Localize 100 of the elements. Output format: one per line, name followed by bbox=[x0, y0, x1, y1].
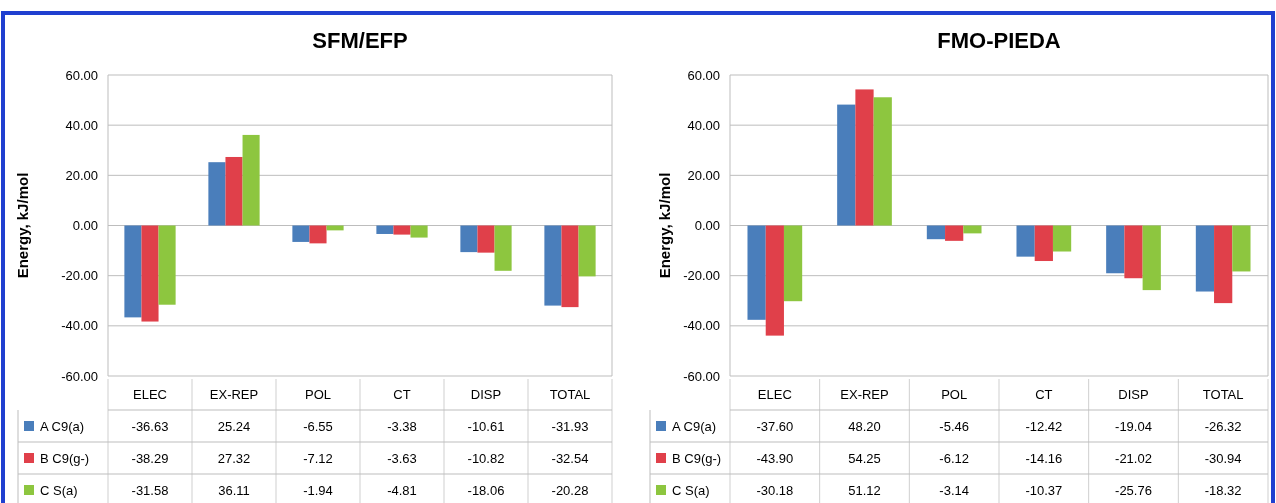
data-label: -20.28 bbox=[551, 482, 589, 498]
x-tick-label: ELEC bbox=[757, 386, 792, 402]
data-label: -3.38 bbox=[387, 418, 417, 434]
bar bbox=[292, 225, 310, 242]
bar bbox=[158, 225, 176, 305]
data-label: 48.20 bbox=[848, 418, 881, 434]
data-label: -3.14 bbox=[939, 482, 969, 498]
legend-label: A C9(a) bbox=[40, 418, 85, 434]
data-label: -18.06 bbox=[467, 482, 505, 498]
bar bbox=[1195, 225, 1215, 292]
data-label: -7.12 bbox=[303, 450, 333, 466]
y-tick-label: -20.00 bbox=[61, 268, 98, 284]
data-label: -31.58 bbox=[131, 482, 169, 498]
bar bbox=[544, 225, 562, 306]
legend-label: C S(a) bbox=[672, 482, 710, 498]
data-label: -4.81 bbox=[387, 482, 417, 498]
bar bbox=[855, 89, 874, 226]
x-tick-label: DISP bbox=[1118, 386, 1149, 402]
data-label: -37.60 bbox=[756, 418, 794, 434]
legend-label: B C9(g-) bbox=[40, 450, 90, 466]
bar bbox=[376, 225, 394, 234]
data-label: -5.46 bbox=[939, 418, 969, 434]
y-tick-label: 40.00 bbox=[65, 117, 98, 133]
data-label: -6.55 bbox=[303, 418, 333, 434]
y-tick-label: 60.00 bbox=[687, 67, 720, 83]
legend-label: A C9(a) bbox=[672, 418, 717, 434]
bar bbox=[945, 225, 964, 241]
y-tick-label: -40.00 bbox=[683, 318, 720, 334]
chart-title: FMO-PIEDA bbox=[937, 28, 1061, 53]
data-label: -10.37 bbox=[1025, 482, 1063, 498]
data-label: -31.93 bbox=[551, 418, 589, 434]
y-tick-label: -60.00 bbox=[61, 368, 98, 384]
data-label: 54.25 bbox=[848, 450, 881, 466]
data-label: 36.11 bbox=[218, 482, 250, 498]
bar bbox=[1214, 225, 1233, 304]
bar bbox=[1052, 225, 1072, 252]
x-tick-label: EX-REP bbox=[840, 386, 889, 402]
y-axis-title: Energy, kJ/mol bbox=[14, 172, 31, 279]
bar bbox=[1232, 225, 1251, 272]
y-tick-label: 0.00 bbox=[694, 218, 720, 234]
bar bbox=[242, 134, 260, 226]
y-tick-label: 40.00 bbox=[687, 117, 720, 133]
data-label: 51.12 bbox=[848, 482, 881, 498]
bar bbox=[747, 225, 766, 320]
data-label: -19.04 bbox=[1115, 418, 1152, 434]
bar bbox=[837, 104, 856, 226]
y-tick-label: -20.00 bbox=[683, 268, 720, 284]
bar bbox=[124, 225, 142, 318]
data-label: 27.32 bbox=[217, 450, 251, 466]
y-tick-label: 0.00 bbox=[72, 218, 98, 234]
bar bbox=[963, 225, 982, 234]
data-label: -26.32 bbox=[1204, 418, 1242, 434]
data-label: -3.63 bbox=[387, 450, 417, 466]
bar bbox=[477, 225, 495, 253]
x-tick-label: DISP bbox=[470, 386, 502, 402]
y-tick-label: 20.00 bbox=[687, 167, 720, 183]
bar bbox=[873, 97, 892, 226]
bar bbox=[1034, 225, 1053, 262]
data-label: -38.29 bbox=[131, 450, 169, 466]
chart-title: SFM/EFP bbox=[312, 28, 408, 53]
bar bbox=[309, 225, 327, 244]
data-label: 25.24 bbox=[217, 418, 251, 434]
y-tick-label: -40.00 bbox=[61, 318, 98, 334]
x-tick-label: POL bbox=[304, 386, 332, 402]
bar bbox=[926, 225, 946, 240]
data-label: -14.16 bbox=[1025, 450, 1063, 466]
bar bbox=[460, 225, 478, 253]
legend-label: C S(a) bbox=[40, 482, 78, 498]
bar bbox=[1124, 225, 1143, 279]
bar bbox=[1106, 225, 1125, 274]
bar bbox=[783, 225, 803, 302]
legend-label: B C9(g-) bbox=[672, 450, 722, 466]
x-tick-label: CT bbox=[1035, 386, 1053, 402]
data-label: -12.42 bbox=[1025, 418, 1063, 434]
x-tick-label: CT bbox=[393, 386, 411, 402]
bar bbox=[410, 225, 428, 238]
data-label: -1.94 bbox=[303, 482, 333, 498]
bar bbox=[561, 225, 579, 308]
y-tick-label: -60.00 bbox=[683, 368, 720, 384]
bar bbox=[208, 162, 226, 226]
data-label: -30.18 bbox=[756, 482, 794, 498]
data-label: -43.90 bbox=[756, 450, 794, 466]
bar bbox=[393, 225, 411, 235]
y-axis-title: Energy, kJ/mol bbox=[656, 172, 673, 279]
x-tick-label: EX-REP bbox=[209, 386, 259, 402]
data-label: -32.54 bbox=[551, 450, 589, 466]
bar bbox=[1142, 225, 1161, 291]
data-label: -6.12 bbox=[939, 450, 969, 466]
bar bbox=[765, 225, 784, 336]
bar bbox=[225, 156, 243, 226]
data-label: -10.82 bbox=[467, 450, 505, 466]
x-tick-label: TOTAL bbox=[549, 386, 591, 402]
data-label: -30.94 bbox=[1204, 450, 1242, 466]
x-tick-label: POL bbox=[941, 386, 968, 402]
x-tick-label: TOTAL bbox=[1202, 386, 1244, 402]
bar bbox=[494, 225, 512, 271]
data-label: -36.63 bbox=[131, 418, 169, 434]
bar bbox=[578, 225, 596, 277]
bar bbox=[1016, 225, 1035, 257]
bar bbox=[141, 225, 159, 322]
